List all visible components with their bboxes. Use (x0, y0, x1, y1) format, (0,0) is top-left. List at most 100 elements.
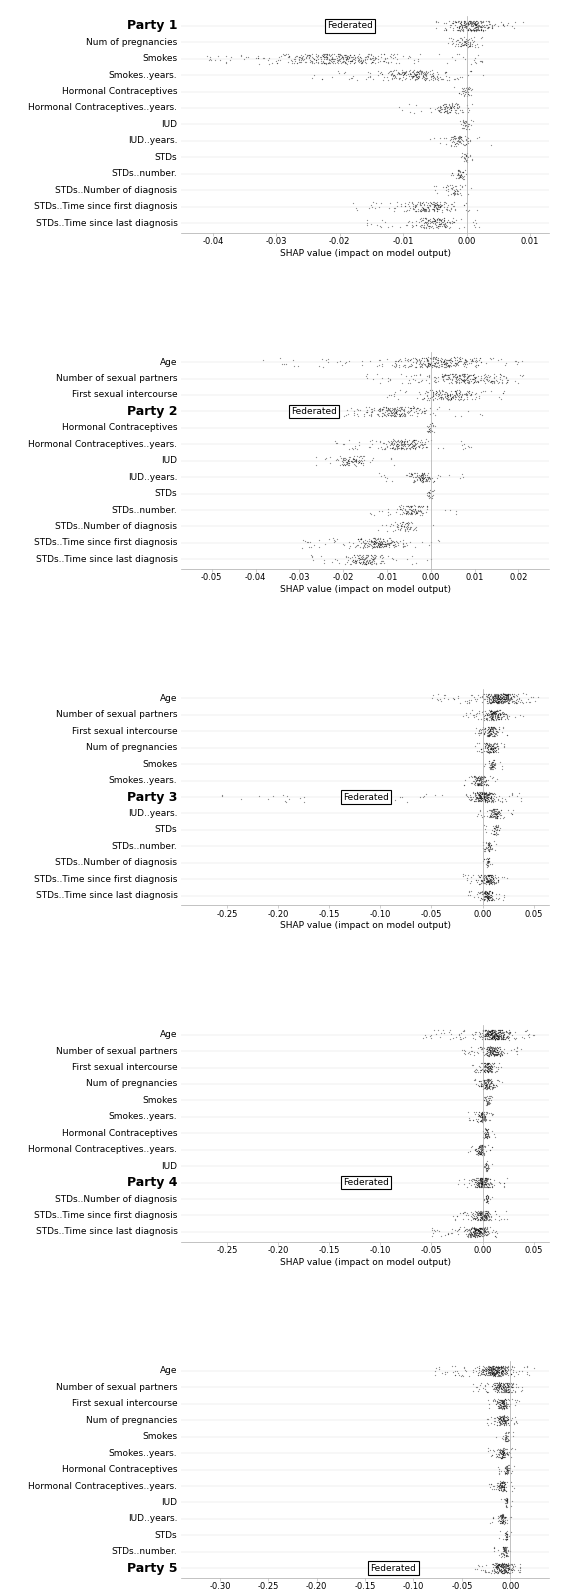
Point (478, 1133, 487, 1159)
Point (410, 469, 419, 494)
Point (474, 1554, 483, 1580)
Point (497, 1361, 506, 1387)
Point (461, 1025, 470, 1050)
Point (296, 45, 305, 70)
Point (392, 61, 401, 86)
Point (323, 46, 332, 72)
Point (372, 212, 381, 238)
Point (488, 735, 498, 760)
Point (479, 1165, 488, 1191)
Point (503, 682, 512, 708)
Point (487, 779, 496, 805)
Point (357, 450, 366, 475)
Point (501, 1543, 511, 1568)
Point (428, 64, 437, 89)
Point (389, 432, 398, 457)
Point (278, 783, 288, 808)
Point (485, 730, 494, 756)
Point (445, 347, 454, 373)
Point (499, 690, 508, 716)
Point (399, 437, 408, 462)
Point (404, 45, 413, 70)
Point (318, 346, 327, 371)
Point (507, 689, 516, 714)
Point (503, 1436, 512, 1462)
Point (425, 351, 434, 376)
Point (305, 397, 314, 422)
Point (414, 64, 423, 89)
Point (427, 190, 436, 215)
Point (472, 767, 481, 792)
Point (496, 749, 505, 775)
Point (482, 1066, 491, 1092)
Point (484, 787, 493, 813)
Point (465, 687, 474, 713)
Point (494, 1404, 503, 1430)
Point (326, 48, 335, 73)
Point (483, 830, 492, 856)
Point (306, 49, 315, 75)
Point (481, 717, 490, 743)
Point (420, 464, 429, 489)
Point (482, 14, 491, 40)
Point (503, 1427, 512, 1452)
Point (370, 528, 379, 553)
Point (477, 862, 486, 888)
Point (494, 786, 503, 811)
Point (314, 43, 323, 69)
Point (415, 349, 424, 375)
Point (507, 1444, 516, 1470)
Point (354, 450, 363, 475)
Point (350, 46, 359, 72)
Point (487, 717, 496, 743)
Point (482, 1156, 491, 1181)
Point (437, 214, 446, 239)
Point (350, 43, 359, 69)
Point (470, 685, 479, 711)
Point (445, 215, 454, 241)
Point (475, 1100, 484, 1125)
Point (497, 705, 506, 730)
Point (419, 65, 428, 91)
Point (484, 1165, 493, 1191)
Point (484, 719, 494, 744)
Point (488, 1039, 497, 1065)
Point (506, 1505, 515, 1530)
Point (356, 448, 365, 473)
Point (502, 1165, 511, 1191)
Point (369, 550, 378, 575)
Point (338, 45, 348, 70)
Point (498, 1393, 507, 1419)
Point (409, 427, 418, 453)
Point (486, 1019, 495, 1044)
Point (488, 1173, 497, 1199)
Point (468, 1167, 477, 1192)
Point (452, 351, 461, 376)
Text: STDs..Time since last diagnosis: STDs..Time since last diagnosis (36, 218, 178, 228)
Point (340, 445, 349, 470)
Point (422, 344, 431, 370)
Point (503, 1455, 512, 1481)
Point (451, 351, 460, 376)
Point (433, 196, 442, 222)
Point (393, 349, 402, 375)
Point (272, 49, 281, 75)
Point (485, 1395, 494, 1420)
Point (469, 1100, 478, 1125)
Text: Num of pregnancies: Num of pregnancies (86, 38, 178, 46)
Point (426, 477, 435, 502)
Point (470, 10, 479, 35)
Point (468, 1022, 477, 1047)
Point (502, 1525, 511, 1551)
Point (328, 41, 337, 67)
Point (456, 164, 465, 190)
Point (503, 1487, 512, 1513)
Point (487, 787, 496, 813)
Point (437, 344, 446, 370)
Point (494, 714, 503, 740)
Point (509, 1025, 518, 1050)
Point (498, 1390, 507, 1415)
Point (413, 464, 422, 489)
Point (496, 1355, 505, 1380)
Point (456, 18, 465, 43)
